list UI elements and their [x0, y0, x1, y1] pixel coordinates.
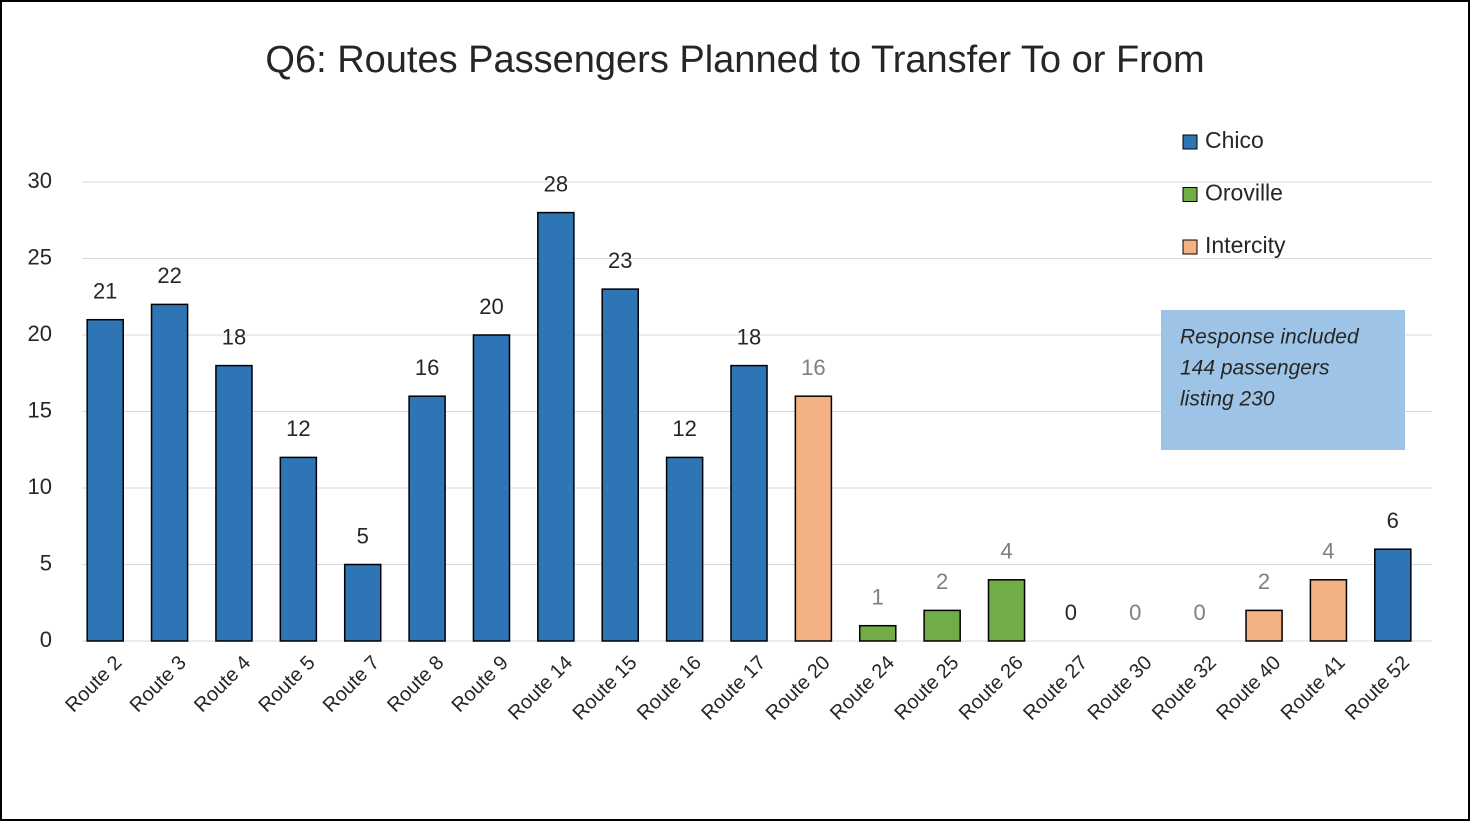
bar — [794, 395, 833, 642]
annotation-text: listing 230 — [1180, 388, 1275, 411]
data-label: 18 — [222, 324, 246, 349]
bar — [1374, 548, 1412, 642]
legend-label: Intercity — [1205, 232, 1286, 258]
data-label: 12 — [286, 416, 310, 441]
bar — [472, 334, 511, 642]
bar — [923, 609, 961, 642]
data-label: 16 — [415, 355, 439, 380]
y-tick-label: 25 — [28, 244, 52, 269]
bar — [1309, 579, 1348, 642]
data-label: 0 — [1065, 600, 1077, 625]
data-label: 18 — [737, 324, 761, 349]
bar — [730, 364, 768, 642]
legend-label: Oroville — [1205, 180, 1283, 206]
y-tick-label: 30 — [28, 168, 52, 193]
chart-title: Q6: Routes Passengers Planned to Transfe… — [265, 39, 1204, 81]
bar — [86, 318, 124, 642]
bar — [279, 456, 318, 642]
data-label: 12 — [672, 416, 696, 441]
y-tick-label: 20 — [28, 321, 52, 346]
y-tick-label: 0 — [40, 627, 52, 652]
data-label: 0 — [1129, 600, 1141, 625]
data-label: 6 — [1387, 508, 1399, 533]
y-tick-label: 10 — [28, 474, 52, 499]
data-label: 1 — [872, 585, 884, 610]
data-label: 0 — [1194, 600, 1206, 625]
data-label: 23 — [608, 248, 632, 273]
data-label: 21 — [93, 279, 117, 304]
data-label: 2 — [936, 569, 948, 594]
data-label: 5 — [357, 523, 369, 548]
annotation-box — [1161, 310, 1405, 450]
data-label: 28 — [544, 171, 568, 196]
data-label: 20 — [479, 294, 503, 319]
bar — [150, 303, 189, 642]
bar — [1245, 609, 1283, 642]
legend-swatch — [1182, 187, 1198, 202]
bar — [987, 579, 1026, 642]
annotation-text: Response included — [1180, 326, 1360, 349]
bar — [215, 364, 253, 642]
data-label: 22 — [157, 263, 181, 288]
bar — [537, 211, 575, 642]
legend-swatch — [1182, 134, 1198, 150]
bar — [601, 288, 640, 642]
bar — [665, 456, 704, 642]
bar — [858, 624, 897, 642]
data-label: 4 — [1322, 539, 1334, 564]
y-tick-label: 5 — [40, 550, 52, 575]
legend-swatch — [1182, 239, 1198, 255]
annotation-text: 144 passengers — [1180, 357, 1330, 380]
bar — [343, 563, 382, 642]
data-label: 2 — [1258, 569, 1270, 594]
legend-label: Chico — [1205, 127, 1264, 153]
data-label: 4 — [1000, 539, 1012, 564]
data-label: 16 — [801, 355, 825, 380]
bar — [408, 395, 446, 642]
y-tick-label: 15 — [28, 397, 52, 422]
